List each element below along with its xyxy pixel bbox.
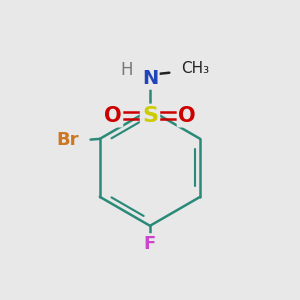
Text: CH₃: CH₃ (181, 61, 209, 76)
Text: O: O (178, 106, 196, 126)
Text: N: N (142, 69, 158, 88)
Text: S: S (142, 106, 158, 126)
Text: O: O (104, 106, 122, 126)
Text: Br: Br (56, 130, 79, 148)
Text: H: H (120, 61, 133, 79)
Text: F: F (144, 235, 156, 253)
